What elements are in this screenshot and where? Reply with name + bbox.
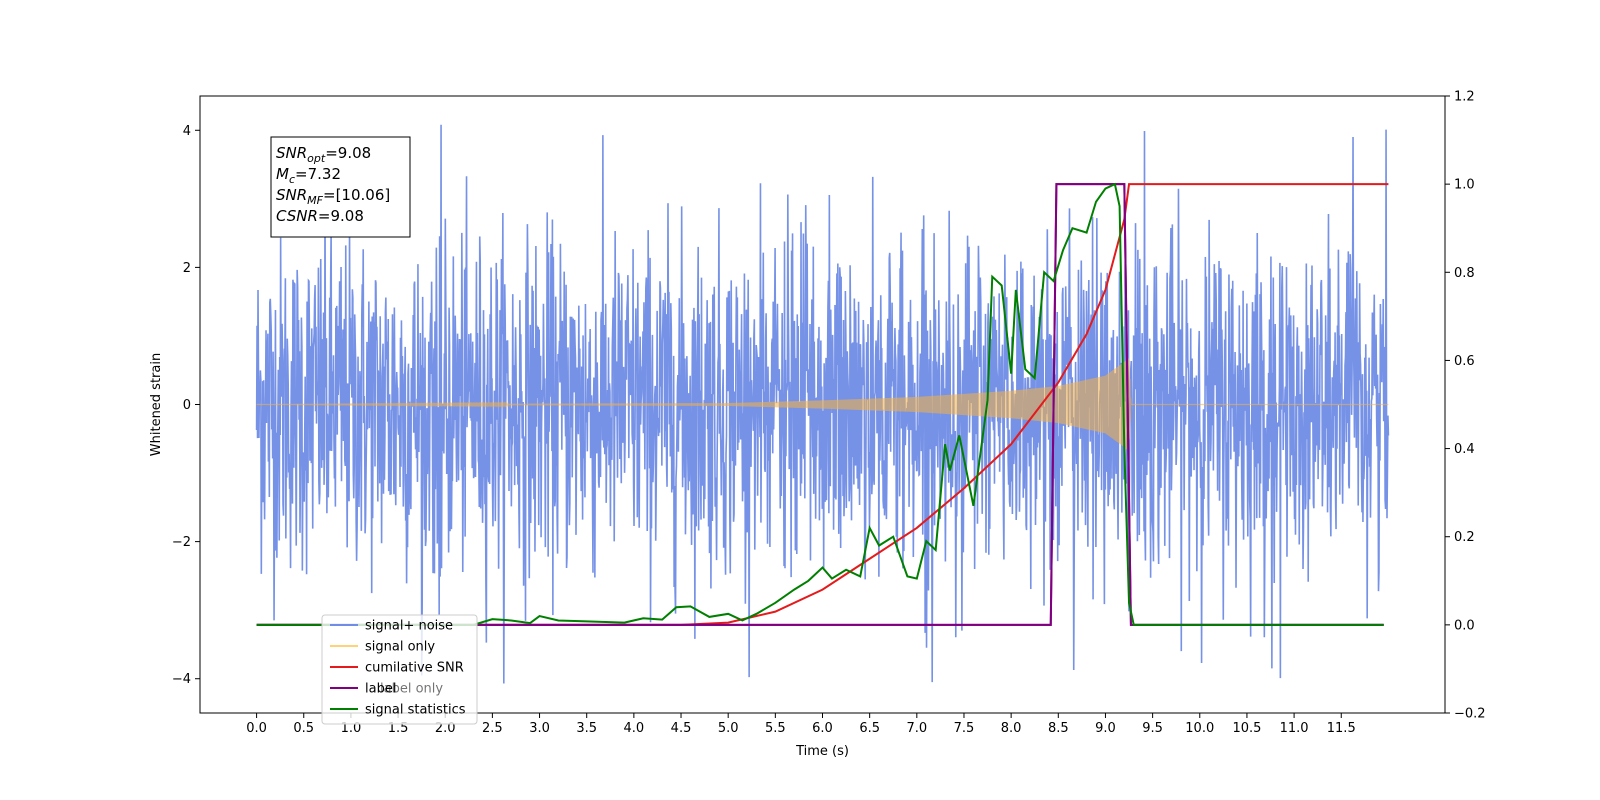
x-tick-label: 10.5 — [1232, 721, 1261, 736]
y-tick-label-right: 0.4 — [1454, 442, 1475, 457]
y-axis-label: Whitened strain — [149, 353, 164, 456]
x-tick-label: 1.5 — [388, 721, 409, 736]
annotation-symbol: M — [276, 165, 289, 183]
y-tick-label-right: −0.2 — [1454, 707, 1486, 722]
annotation-value: =[10.06] — [323, 186, 390, 204]
annotation-frame — [270, 136, 411, 238]
annotation-value: =9.08 — [325, 144, 371, 162]
y-tick-label-left: 0 — [183, 398, 191, 413]
x-tick-label: 7.0 — [906, 721, 927, 736]
x-tick-label: 0.0 — [246, 721, 267, 736]
y-axis-right: −0.2 0.0 0.2 0.4 0.6 0.8 1.0 1.2 — [1445, 90, 1486, 722]
legend-label: signal only — [365, 640, 435, 655]
y-tick-label-left: −4 — [172, 672, 191, 687]
annotation-line: CSNR=9.08 — [276, 207, 364, 225]
series-line-signal-statistics — [256, 182, 1384, 626]
x-axis: 0.0 0.5 1.0 1.5 2.0 2.5 3.0 3.5 4.0 4.5 5.0 5.5 6.0 6… — [246, 713, 1356, 736]
y-tick-label-left: 2 — [183, 261, 191, 276]
series-line-signal-only — [256, 358, 1389, 451]
legend-label: signal statistics — [365, 703, 466, 718]
y-tick-label-left: 4 — [183, 124, 191, 139]
annotation-subscript: MF — [307, 194, 323, 207]
annotation-value: =9.08 — [318, 207, 364, 225]
x-tick-label: 8.0 — [1001, 721, 1022, 736]
y-tick-label-left: −2 — [172, 535, 191, 550]
x-tick-label: 4.5 — [671, 721, 692, 736]
annotation-symbol: CSNR — [276, 207, 318, 225]
annotation-subscript: opt — [307, 152, 326, 165]
x-tick-label: 7.5 — [954, 721, 975, 736]
legend-label: label — [365, 682, 396, 697]
annotation-line: SNRMF=[10.06] — [276, 186, 390, 207]
x-tick-label: 5.0 — [718, 721, 739, 736]
plot-area: 0.0 0.5 1.0 1.5 2.0 2.5 3.0 3.5 4.0 4.5 5.0 5.5 6.0 6… — [172, 90, 1486, 737]
annotation-line: SNRopt=9.08 — [276, 144, 371, 165]
legend-frame — [321, 614, 478, 725]
legend-label: signal+ noise — [365, 619, 453, 634]
x-tick-label: 3.0 — [529, 721, 550, 736]
annotation-line: Mc=7.32 — [276, 165, 341, 186]
series-line-signal-noise — [255, 124, 1390, 684]
x-tick-label: 5.5 — [765, 721, 786, 736]
x-tick-label: 0.5 — [293, 721, 314, 736]
x-tick-label: 11.5 — [1327, 721, 1356, 736]
legend-label: cumilative SNR — [365, 661, 464, 676]
annotation-subscript: c — [289, 173, 295, 186]
x-tick-label: 6.0 — [812, 721, 833, 736]
x-tick-label: 2.0 — [435, 721, 456, 736]
x-tick-label: 2.5 — [482, 721, 503, 736]
x-tick-label: 8.5 — [1048, 721, 1069, 736]
x-axis-label: Time (s) — [795, 744, 849, 759]
annotation-symbol: SNR — [276, 186, 307, 204]
x-tick-label: 11.0 — [1280, 721, 1309, 736]
x-tick-label: 1.0 — [341, 721, 362, 736]
annotation-value: =7.32 — [295, 165, 341, 183]
x-tick-label: 9.0 — [1095, 721, 1116, 736]
x-tick-label: 6.5 — [859, 721, 880, 736]
y-tick-label-right: 0.2 — [1454, 530, 1475, 545]
y-tick-label-right: 1.0 — [1454, 178, 1475, 193]
y-axis-left: −4 −2 0 2 4 — [172, 124, 200, 687]
legend: signal+ noise signal only cumilative SNR la… — [321, 614, 478, 725]
x-tick-label: 3.5 — [576, 721, 597, 736]
annotation-symbol: SNR — [276, 144, 307, 162]
x-tick-label: 10.0 — [1185, 721, 1214, 736]
x-tick-label: 4.0 — [624, 721, 645, 736]
legend-label: label only — [380, 682, 443, 697]
y-tick-label-right: 1.2 — [1454, 90, 1475, 105]
y-tick-label-right: 0.6 — [1454, 354, 1475, 369]
x-tick-label: 9.5 — [1142, 721, 1163, 736]
series-group — [255, 124, 1390, 684]
y-tick-label-right: 0.0 — [1454, 618, 1475, 633]
y-tick-label-right: 0.8 — [1454, 266, 1475, 281]
